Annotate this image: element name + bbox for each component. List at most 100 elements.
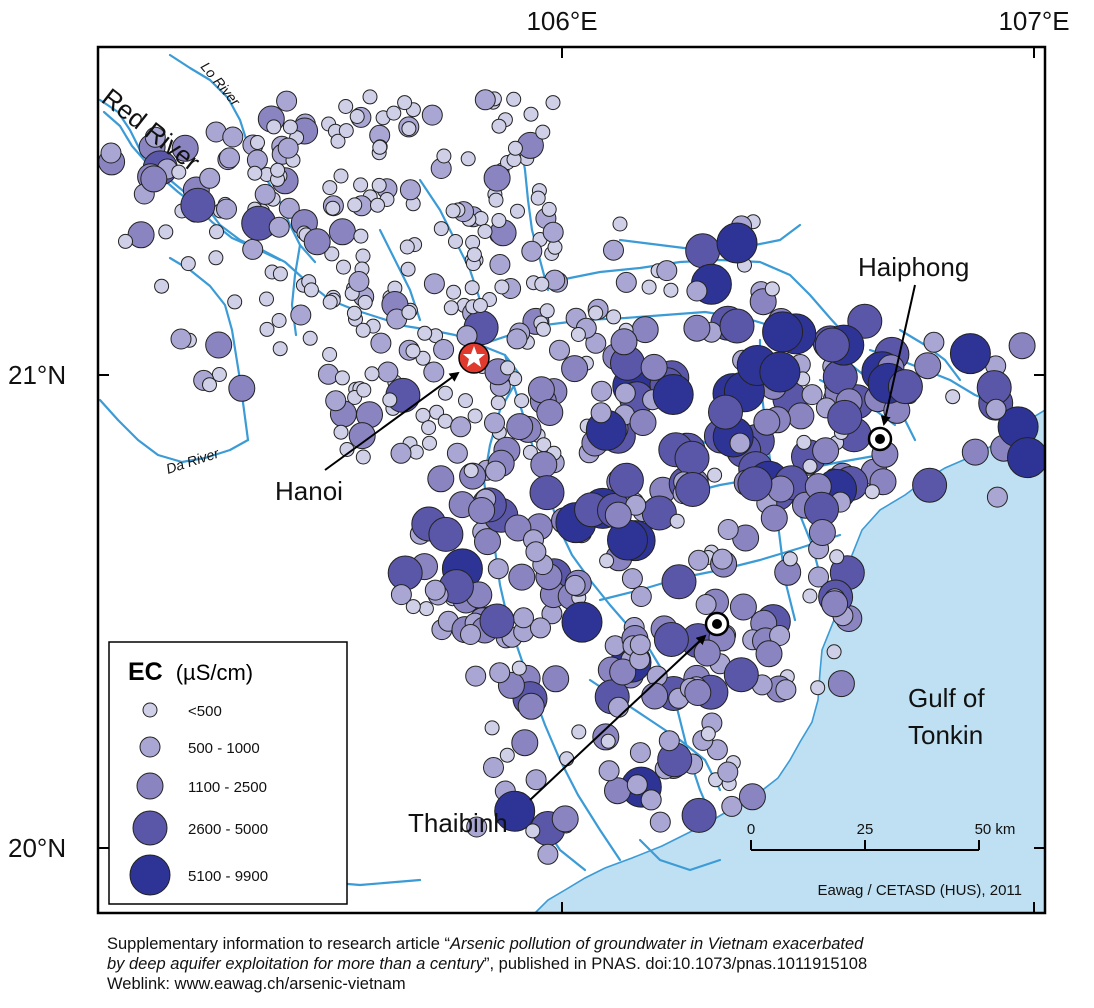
sample-point — [535, 321, 551, 337]
sample-point — [494, 279, 510, 295]
sample-point — [695, 594, 717, 615]
sample-point — [334, 370, 350, 386]
sample-point — [489, 662, 511, 684]
sample-point — [827, 670, 855, 698]
sample-point — [356, 382, 372, 398]
sample-point — [357, 294, 373, 310]
sample-point — [277, 137, 299, 159]
sample-point — [364, 366, 380, 382]
sample-point — [485, 460, 507, 482]
sample-point — [472, 298, 488, 313]
sample-point — [810, 680, 826, 696]
sample-point — [353, 177, 369, 193]
sample-point — [1007, 437, 1045, 479]
sample-point — [400, 261, 416, 277]
sample-point — [656, 260, 678, 282]
sample-point — [445, 203, 461, 219]
sample-point — [675, 472, 711, 507]
caption-line-2: by deep aquifer exploitation for more th… — [107, 954, 1082, 974]
sample-point — [211, 367, 227, 382]
sample-point — [474, 89, 496, 111]
sample-point — [228, 374, 256, 402]
sample-point — [685, 233, 721, 269]
sample-point — [397, 95, 413, 111]
sample-point — [355, 322, 371, 338]
sample-point — [317, 363, 339, 385]
sample-point — [536, 399, 564, 426]
caption-prefix: Supplementary information to research ar… — [107, 935, 450, 953]
sample-point — [808, 519, 836, 546]
sample-point — [390, 442, 412, 464]
sample-point — [641, 279, 657, 295]
sample-point — [477, 224, 493, 239]
sample-point — [506, 91, 522, 107]
legend-label-1: 500 - 1000 — [188, 740, 260, 757]
sample-point — [629, 742, 651, 764]
sample-point — [371, 177, 387, 193]
sample-point — [826, 644, 842, 660]
sample-point — [140, 165, 168, 193]
map: 106°E 107°E 21°N 20°N Red River Lo River… — [8, 6, 1070, 915]
gulf-label-line1: Gulf of — [908, 683, 985, 713]
sample-point — [336, 259, 351, 275]
sample-point — [717, 761, 739, 783]
sample-point — [443, 300, 459, 316]
sample-point — [421, 104, 443, 126]
sample-point — [479, 603, 515, 639]
coastline — [534, 409, 1045, 913]
sample-point — [887, 369, 923, 405]
sample-point — [158, 224, 174, 240]
sample-point — [510, 203, 525, 219]
sample-point — [448, 234, 463, 249]
sample-point — [808, 566, 829, 588]
sample-point — [598, 760, 620, 782]
legend: EC (µS/cm) <500 500 - 1000 1100 - 2500 2… — [108, 641, 348, 905]
sample-point — [436, 148, 452, 164]
sample-point — [707, 467, 723, 483]
sample-point — [729, 593, 757, 621]
sample-point — [640, 353, 668, 381]
sample-point — [322, 180, 338, 196]
sample-point — [821, 590, 849, 618]
sample-point — [530, 190, 546, 206]
sample-point — [487, 558, 509, 580]
sample-points — [98, 89, 1045, 865]
sample-point — [268, 216, 290, 238]
sample-point — [100, 142, 122, 164]
sample-point — [338, 123, 354, 139]
lat-label-20: 20°N — [8, 833, 66, 863]
caption-title-part1: Arsenic pollution of groundwater in Viet… — [450, 935, 864, 953]
legend-swatch-3 — [132, 810, 168, 846]
sample-point — [551, 805, 579, 833]
sample-point — [242, 238, 264, 260]
sample-point — [418, 601, 434, 617]
sample-point — [530, 617, 551, 639]
sample-point — [484, 412, 505, 434]
sample-point — [494, 790, 536, 832]
sample-point — [590, 402, 612, 424]
lat-label-21: 21°N — [8, 360, 66, 390]
sample-point — [693, 639, 721, 667]
sample-point — [511, 729, 539, 757]
sample-point — [464, 280, 480, 296]
haiphong-marker — [867, 426, 893, 452]
caption-title-part2: by deep aquifer exploitation for more th… — [107, 955, 484, 973]
sample-point — [759, 351, 801, 393]
sample-point — [490, 395, 506, 411]
map-frame — [96, 45, 1047, 915]
sample-point — [755, 640, 783, 668]
legend-title-unit: (µS/cm) — [176, 660, 253, 685]
sample-point — [333, 424, 349, 440]
sample-point — [591, 380, 613, 402]
sample-point — [180, 256, 196, 272]
sample-point — [370, 332, 392, 354]
sample-point — [450, 416, 472, 438]
sample-point — [349, 109, 365, 124]
caption-line-1: Supplementary information to research ar… — [107, 934, 1082, 954]
sample-point — [663, 282, 679, 298]
sample-point — [599, 553, 615, 569]
sample-point — [729, 432, 751, 454]
sample-point — [483, 757, 504, 778]
caption-weblink[interactable]: Weblink: www.eawag.ch/arsenic-vietnam — [107, 975, 406, 993]
sample-point — [338, 99, 354, 114]
